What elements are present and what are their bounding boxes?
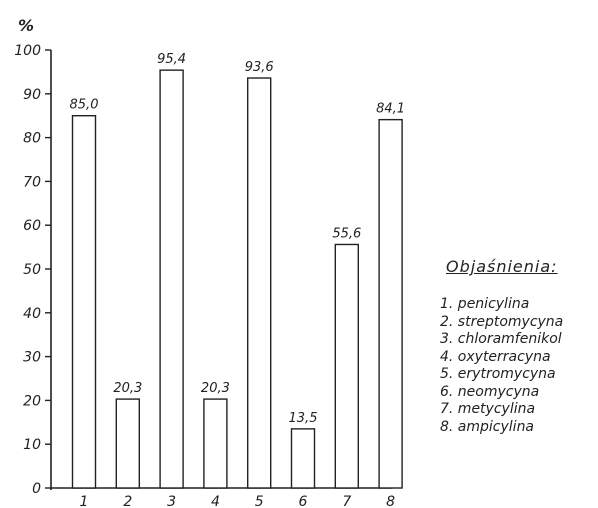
- bar-1: [71, 114, 97, 489]
- legend-item: 5. erytromycyna: [440, 366, 556, 382]
- x-tick-labels: 1 2 3 4 5 6 7 8: [80, 494, 396, 508]
- legend-items: 1. penicylina 2. streptomycyna 3. chloramf…: [440, 296, 563, 436]
- bar-6: [290, 428, 316, 489]
- y-tick-label: 30: [23, 350, 41, 366]
- data-label: 93,6: [245, 60, 274, 75]
- data-label: 95,4: [157, 52, 186, 67]
- y-tick-label: 100: [14, 43, 41, 59]
- bar-2: [115, 398, 141, 489]
- legend-item: 6. neomycyna: [440, 383, 540, 400]
- legend-item: 2. streptomycyna: [440, 313, 564, 330]
- legend-item: 3. chloramfenikol: [440, 331, 562, 347]
- x-tick-label: 5: [255, 494, 264, 508]
- legend-title: Objaśnienia:: [446, 257, 558, 276]
- x-tick-label: 1: [80, 494, 89, 508]
- bar-8: [378, 118, 403, 489]
- y-tick-label: 60: [23, 218, 41, 234]
- legend-item: 1. penicylina: [440, 296, 530, 312]
- data-label: 20,3: [113, 381, 142, 396]
- x-tick-label: 6: [299, 494, 308, 508]
- bar-3: [159, 69, 184, 489]
- data-label: 85,0: [70, 98, 99, 113]
- y-tick-label: 10: [23, 437, 41, 453]
- y-tick-label: 50: [23, 262, 41, 278]
- y-axis-unit-label: %: [18, 16, 34, 35]
- bar-7: [334, 243, 359, 489]
- y-tick-label: 20: [23, 393, 41, 409]
- x-tick-label: 4: [211, 494, 220, 508]
- y-tick-label: 90: [23, 87, 41, 103]
- data-label: 13,5: [289, 411, 318, 426]
- y-tick-label: 70: [23, 174, 41, 190]
- y-ticks: 0 10 20 30 40 50 60 70 80 90 100: [14, 43, 51, 497]
- data-labels: 85,0 20,3 95,4 20,3 93,6 13,5 55,6 84,1: [70, 52, 406, 426]
- y-tick-label: 0: [32, 481, 41, 497]
- x-tick-label: 2: [123, 494, 132, 508]
- x-tick-label: 7: [342, 494, 351, 508]
- x-tick-label: 8: [386, 494, 395, 508]
- bar-5: [246, 77, 272, 489]
- data-label: 20,3: [201, 381, 230, 396]
- bar-4: [203, 398, 228, 489]
- legend-item: 8. ampicylina: [440, 418, 535, 435]
- legend-item: 7. metycylina: [440, 401, 536, 417]
- y-tick-label: 80: [23, 131, 41, 147]
- data-label: 84,1: [376, 102, 405, 117]
- legend: Objaśnienia: 1. penicylina 2. streptomycy…: [440, 257, 563, 436]
- data-label: 55,6: [332, 226, 361, 241]
- x-tick-label: 3: [167, 494, 176, 508]
- bars: [71, 69, 403, 489]
- legend-item: 4. oxyterracyna: [440, 348, 551, 365]
- y-tick-label: 40: [23, 306, 41, 322]
